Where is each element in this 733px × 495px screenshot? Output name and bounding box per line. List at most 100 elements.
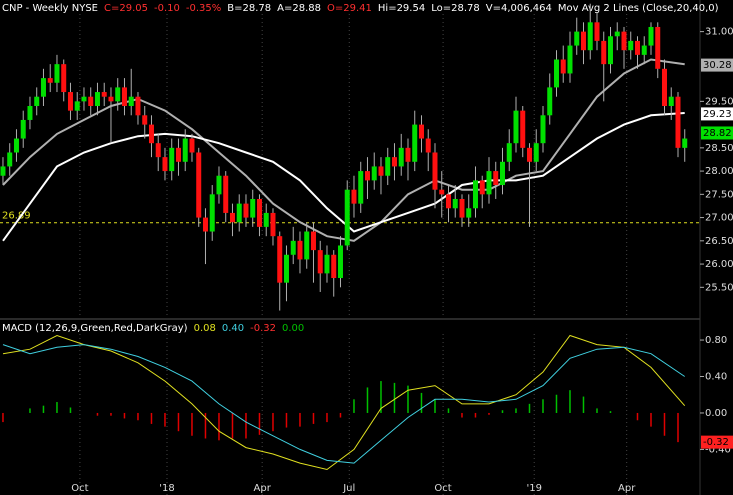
candle-body <box>216 175 222 195</box>
candle-body <box>506 143 512 162</box>
histogram-bar <box>110 412 112 416</box>
candle-body <box>175 147 181 162</box>
candle-body <box>142 115 148 125</box>
x-tick-label: Oct <box>71 483 88 494</box>
histogram-bar <box>137 412 139 421</box>
candle-body <box>182 138 188 162</box>
header-text: Hi=29.54 <box>378 3 425 14</box>
candle-body <box>196 152 202 218</box>
histogram-bar <box>474 412 477 418</box>
histogram-bar <box>663 412 666 436</box>
histogram-bar <box>272 412 274 432</box>
candle-body <box>634 40 640 55</box>
histogram-bar <box>407 385 409 413</box>
candle-body <box>304 231 310 260</box>
histogram-bar <box>596 408 598 413</box>
histogram-bar <box>515 408 517 413</box>
candle-body <box>466 208 472 218</box>
histogram-bar <box>56 402 58 413</box>
candle-body <box>108 96 114 102</box>
histogram-bar <box>542 399 544 413</box>
candle-body <box>405 147 411 162</box>
last-value-box <box>701 126 733 140</box>
histogram-bar <box>461 412 463 418</box>
histogram-bar <box>218 412 220 441</box>
candle-body <box>445 194 451 209</box>
candle-body <box>358 171 364 204</box>
candle-body <box>682 138 688 148</box>
histogram-bar <box>569 390 571 413</box>
histogram-bar <box>191 412 193 436</box>
candle-body <box>412 124 418 162</box>
header-text: A=28.88 <box>277 3 321 14</box>
histogram-bar <box>42 405 45 413</box>
candle-body <box>202 217 208 232</box>
candle-body <box>661 68 667 106</box>
candle-body <box>526 147 532 162</box>
candle-body <box>324 254 330 274</box>
header-text: -0.32 <box>250 323 276 334</box>
histogram-bar <box>245 412 247 439</box>
y-tick-label: 29.50 <box>705 96 733 107</box>
candle-body <box>668 96 674 106</box>
histogram-bar <box>339 412 342 418</box>
histogram-bar <box>231 412 234 439</box>
candle-body <box>614 31 620 37</box>
x-tick-label: Apr <box>618 483 636 494</box>
header-text: MACD (12,26,9,Green,Red,DarkGray) <box>2 323 188 334</box>
histogram-bar <box>353 399 355 413</box>
candle-body <box>7 152 13 167</box>
y-tick-label: 0.80 <box>705 335 727 346</box>
candle-body <box>641 45 647 55</box>
y-tick-label: 0.00 <box>705 408 727 419</box>
candle-body <box>628 40 634 51</box>
header-text: CNP - Weekly NYSE <box>2 3 98 14</box>
y-tick-label: 28.50 <box>705 143 733 154</box>
y-tick-label: 27.50 <box>705 189 733 200</box>
histogram-bar <box>555 394 558 413</box>
header-text: -0.35% <box>186 3 221 14</box>
y-tick-label: 25.50 <box>705 282 733 293</box>
candle-body <box>452 198 458 209</box>
candle-body <box>385 157 391 176</box>
x-tick-label: '18 <box>159 483 174 494</box>
candle-body <box>67 92 73 111</box>
header-text: 0.40 <box>222 323 244 334</box>
last-value-box <box>701 107 733 121</box>
candle-body <box>675 96 681 148</box>
candle-body <box>115 87 121 102</box>
moving-average <box>2 58 685 242</box>
candle-body <box>425 138 431 153</box>
candle-body <box>648 26 654 46</box>
y-tick-label: 26.50 <box>705 236 733 247</box>
histogram-bar <box>488 412 490 415</box>
candle-body <box>364 171 370 181</box>
candle-body <box>61 64 67 93</box>
histogram-bar <box>366 387 369 413</box>
x-tick-label: Jul <box>342 483 355 494</box>
candle-body <box>250 198 256 218</box>
header-text: C=29.05 <box>104 3 148 14</box>
candle-body <box>432 152 438 190</box>
candle-body <box>317 250 323 274</box>
histogram-bar <box>29 408 31 413</box>
candle-body <box>499 161 505 186</box>
candle-body <box>574 31 580 46</box>
candle-body <box>256 198 262 227</box>
y-tick-label: 0.40 <box>705 372 727 383</box>
candle-body <box>439 189 445 195</box>
candle-body <box>243 203 249 218</box>
histogram-bar <box>393 382 396 413</box>
histogram-bar <box>2 412 4 423</box>
candle-body <box>607 36 613 65</box>
histogram-bar <box>447 408 450 413</box>
histogram-bar <box>434 399 436 413</box>
candle-body <box>47 78 53 83</box>
header-text: O=29.41 <box>327 3 372 14</box>
candle-body <box>493 171 499 186</box>
candle-body <box>101 92 107 97</box>
candle-body <box>169 147 175 172</box>
histogram-bar <box>150 412 153 424</box>
candle-body <box>155 143 161 158</box>
